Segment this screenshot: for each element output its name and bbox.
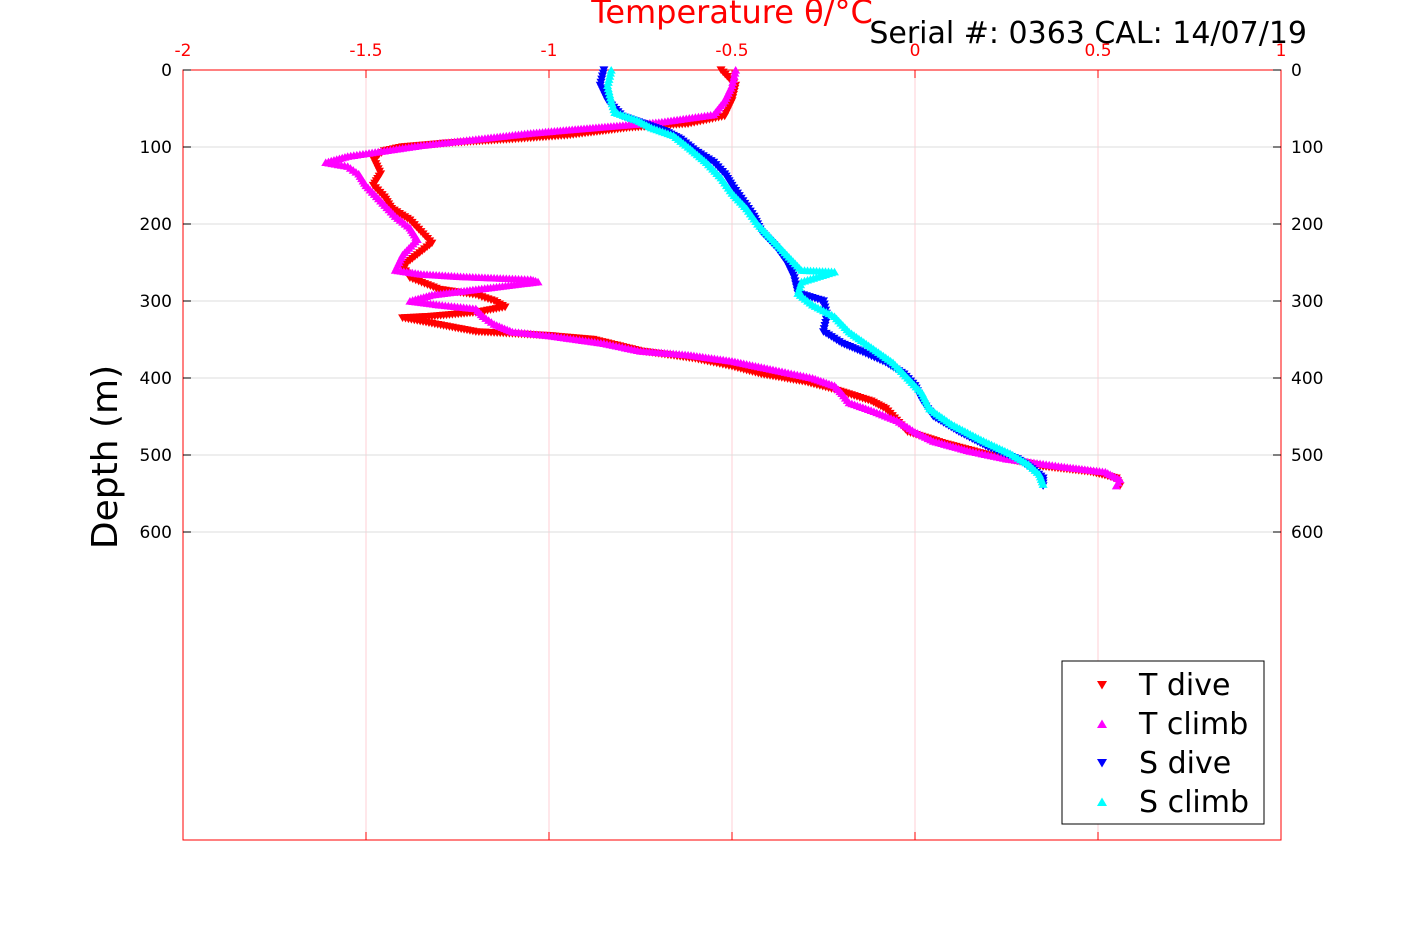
- x-tick-label: -1: [541, 41, 558, 61]
- y-tick-label-left: 300: [140, 292, 172, 312]
- legend-box: [1061, 660, 1265, 825]
- x-tick-label: 0: [910, 41, 921, 61]
- legend-marker: [1097, 681, 1107, 690]
- y-tick-label-left: 0: [161, 61, 172, 81]
- legend: T dive T climb S dive S climb: [1061, 660, 1265, 825]
- y-tick-label-right: 500: [1291, 446, 1323, 466]
- legend-label: S dive: [1139, 746, 1231, 781]
- chart-title: Temperature θ/°C: [590, 0, 873, 31]
- legend-label: T climb: [1138, 707, 1248, 742]
- series-s-climb: [603, 65, 1048, 488]
- y-tick-label-right: 100: [1291, 138, 1323, 158]
- y-tick-label-left: 200: [140, 215, 172, 235]
- y-tick-label-left: 400: [140, 369, 172, 389]
- x-tick-label: 0.5: [1084, 41, 1111, 61]
- x-tick-label: -0.5: [715, 41, 748, 61]
- data-markers: [321, 65, 1125, 490]
- series-t-climb: [321, 65, 1125, 490]
- legend-marker: [1097, 797, 1107, 806]
- data-point: [1111, 481, 1121, 490]
- legend-marker: [1097, 759, 1107, 768]
- data-point: [1038, 480, 1048, 488]
- legend-marker: [1097, 719, 1107, 728]
- x-tick-label: -1.5: [349, 41, 382, 61]
- y-tick-label-right: 400: [1291, 369, 1323, 389]
- y-tick-label-right: 300: [1291, 292, 1323, 312]
- x-tick-label: -2: [175, 41, 192, 61]
- serial-cal-label: Serial #: 0363 CAL: 14/07/19: [869, 16, 1307, 51]
- y-tick-label-right: 600: [1291, 523, 1323, 543]
- y-tick-label-left: 500: [140, 446, 172, 466]
- y-axis-label: Depth (m): [85, 365, 126, 549]
- y-tick-label-right: 0: [1291, 61, 1302, 81]
- y-tick-label-left: 600: [140, 523, 172, 543]
- y-tick-label-right: 200: [1291, 215, 1323, 235]
- x-tick-label: 1: [1276, 41, 1287, 61]
- y-tick-label-left: 100: [140, 138, 172, 158]
- legend-label: S climb: [1139, 785, 1249, 820]
- legend-label: T dive: [1138, 668, 1230, 703]
